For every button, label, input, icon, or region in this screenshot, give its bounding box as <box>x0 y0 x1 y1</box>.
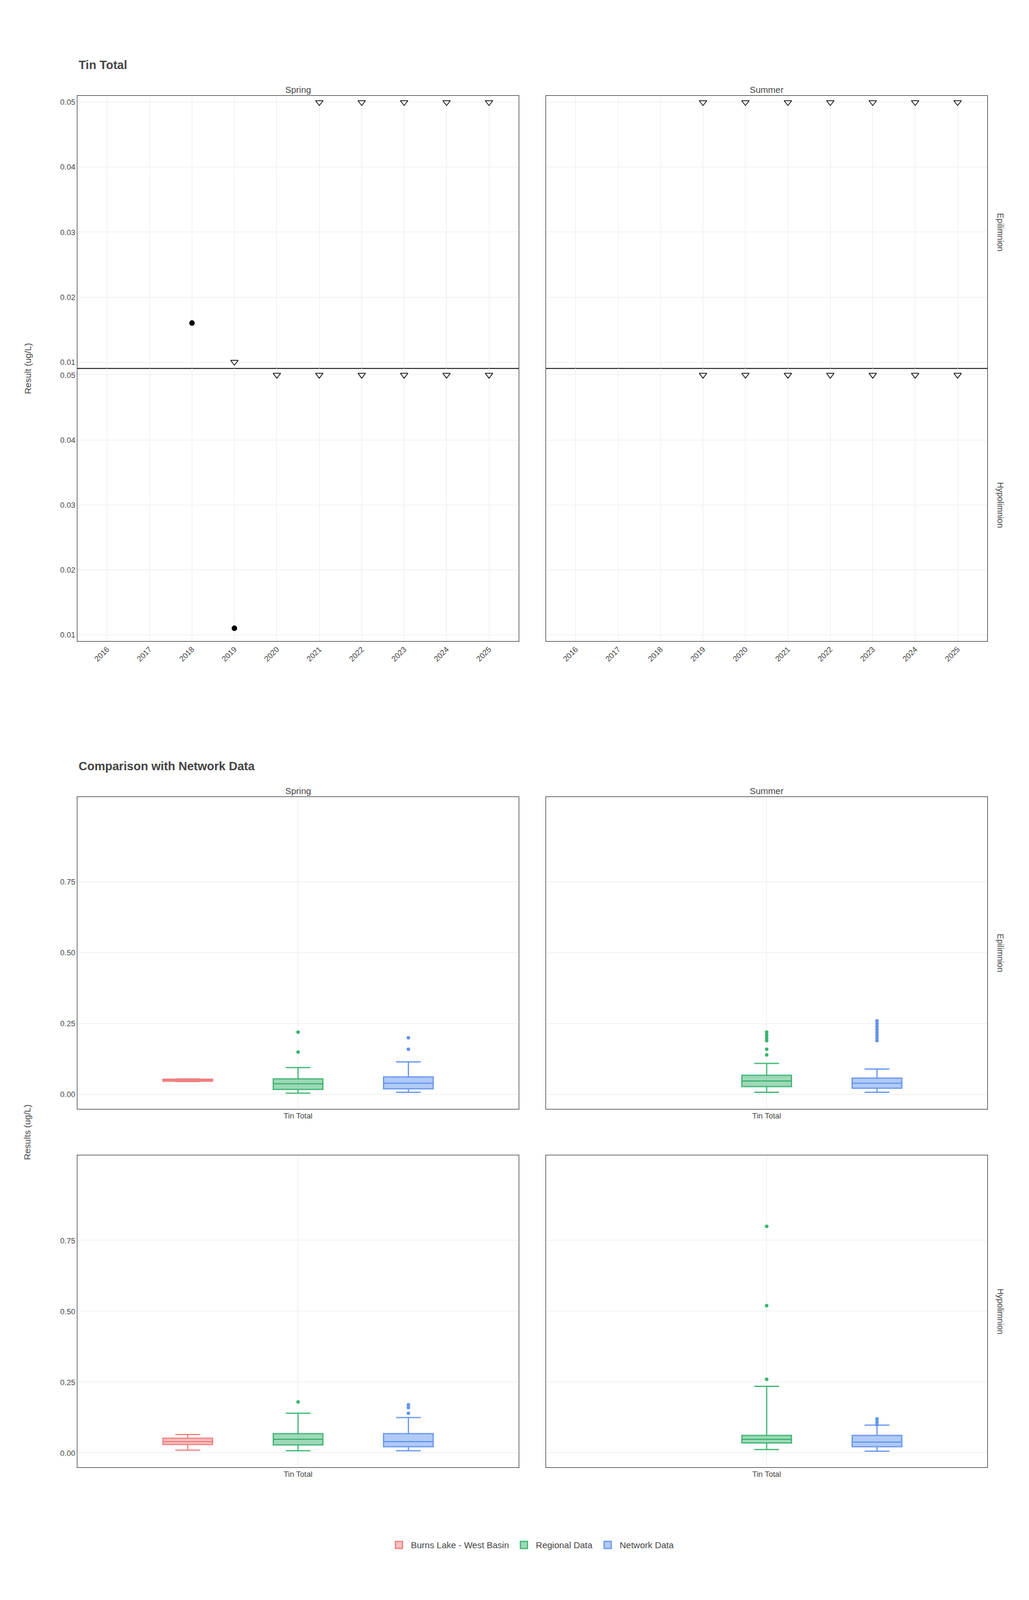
svg-text:Epilimnion: Epilimnion <box>995 934 1006 974</box>
svg-text:0.01: 0.01 <box>60 357 76 367</box>
svg-text:0.02: 0.02 <box>60 292 76 302</box>
svg-text:Summer: Summer <box>749 84 784 95</box>
svg-text:Tin Total: Tin Total <box>283 1111 313 1121</box>
svg-text:2025: 2025 <box>943 644 962 664</box>
svg-text:Summer: Summer <box>749 786 784 797</box>
svg-text:Network Data: Network Data <box>619 1540 675 1551</box>
svg-text:0.00: 0.00 <box>60 1090 76 1100</box>
svg-text:Tin Total: Tin Total <box>78 58 127 72</box>
svg-text:2021: 2021 <box>304 644 324 664</box>
svg-text:Hypolimnion: Hypolimnion <box>995 1289 1006 1336</box>
svg-text:0.01: 0.01 <box>60 630 76 640</box>
svg-text:0.04: 0.04 <box>60 435 76 445</box>
svg-text:2018: 2018 <box>646 644 665 664</box>
svg-text:0.04: 0.04 <box>60 162 76 172</box>
svg-text:Epilimnion: Epilimnion <box>995 213 1006 252</box>
svg-text:Results (ug/L): Results (ug/L) <box>22 1104 33 1161</box>
svg-text:2022: 2022 <box>347 644 366 664</box>
svg-text:2017: 2017 <box>603 644 623 664</box>
svg-text:2025: 2025 <box>474 644 494 664</box>
svg-text:2023: 2023 <box>858 644 877 664</box>
svg-text:2024: 2024 <box>432 644 451 664</box>
svg-text:0.25: 0.25 <box>60 1377 76 1387</box>
svg-text:Regional Data: Regional Data <box>535 1540 594 1551</box>
svg-text:0.03: 0.03 <box>60 228 76 238</box>
svg-text:0.00: 0.00 <box>60 1448 76 1458</box>
svg-text:2019: 2019 <box>688 644 707 664</box>
svg-text:0.05: 0.05 <box>60 97 76 107</box>
svg-text:2021: 2021 <box>773 644 792 664</box>
svg-text:0.25: 0.25 <box>60 1019 76 1029</box>
svg-text:2024: 2024 <box>900 644 920 664</box>
svg-text:Tin Total: Tin Total <box>752 1470 782 1480</box>
svg-text:2020: 2020 <box>262 644 282 664</box>
svg-text:0.50: 0.50 <box>60 948 76 958</box>
svg-text:Burns Lake - West Basin: Burns Lake - West Basin <box>410 1540 510 1551</box>
svg-text:2018: 2018 <box>177 644 196 664</box>
svg-text:Comparison with Network Data: Comparison with Network Data <box>78 759 255 773</box>
svg-text:Tin Total: Tin Total <box>752 1111 782 1121</box>
svg-text:Hypolimnion: Hypolimnion <box>995 482 1006 529</box>
svg-text:Tin Total: Tin Total <box>283 1470 313 1480</box>
svg-text:0.75: 0.75 <box>60 877 76 887</box>
svg-text:2016: 2016 <box>560 644 580 664</box>
svg-text:0.02: 0.02 <box>60 565 76 575</box>
svg-text:Spring: Spring <box>285 786 311 797</box>
svg-text:2022: 2022 <box>815 644 835 664</box>
svg-text:Spring: Spring <box>285 84 311 95</box>
svg-text:2017: 2017 <box>135 644 154 664</box>
svg-text:2016: 2016 <box>92 644 112 664</box>
svg-text:2020: 2020 <box>730 644 750 664</box>
svg-text:0.03: 0.03 <box>60 500 76 510</box>
svg-text:2019: 2019 <box>219 644 239 664</box>
svg-text:Result (ug/L): Result (ug/L) <box>22 343 33 395</box>
svg-text:2023: 2023 <box>389 644 408 664</box>
svg-text:0.75: 0.75 <box>60 1236 76 1246</box>
svg-text:0.50: 0.50 <box>60 1307 76 1317</box>
svg-text:0.05: 0.05 <box>60 370 76 380</box>
